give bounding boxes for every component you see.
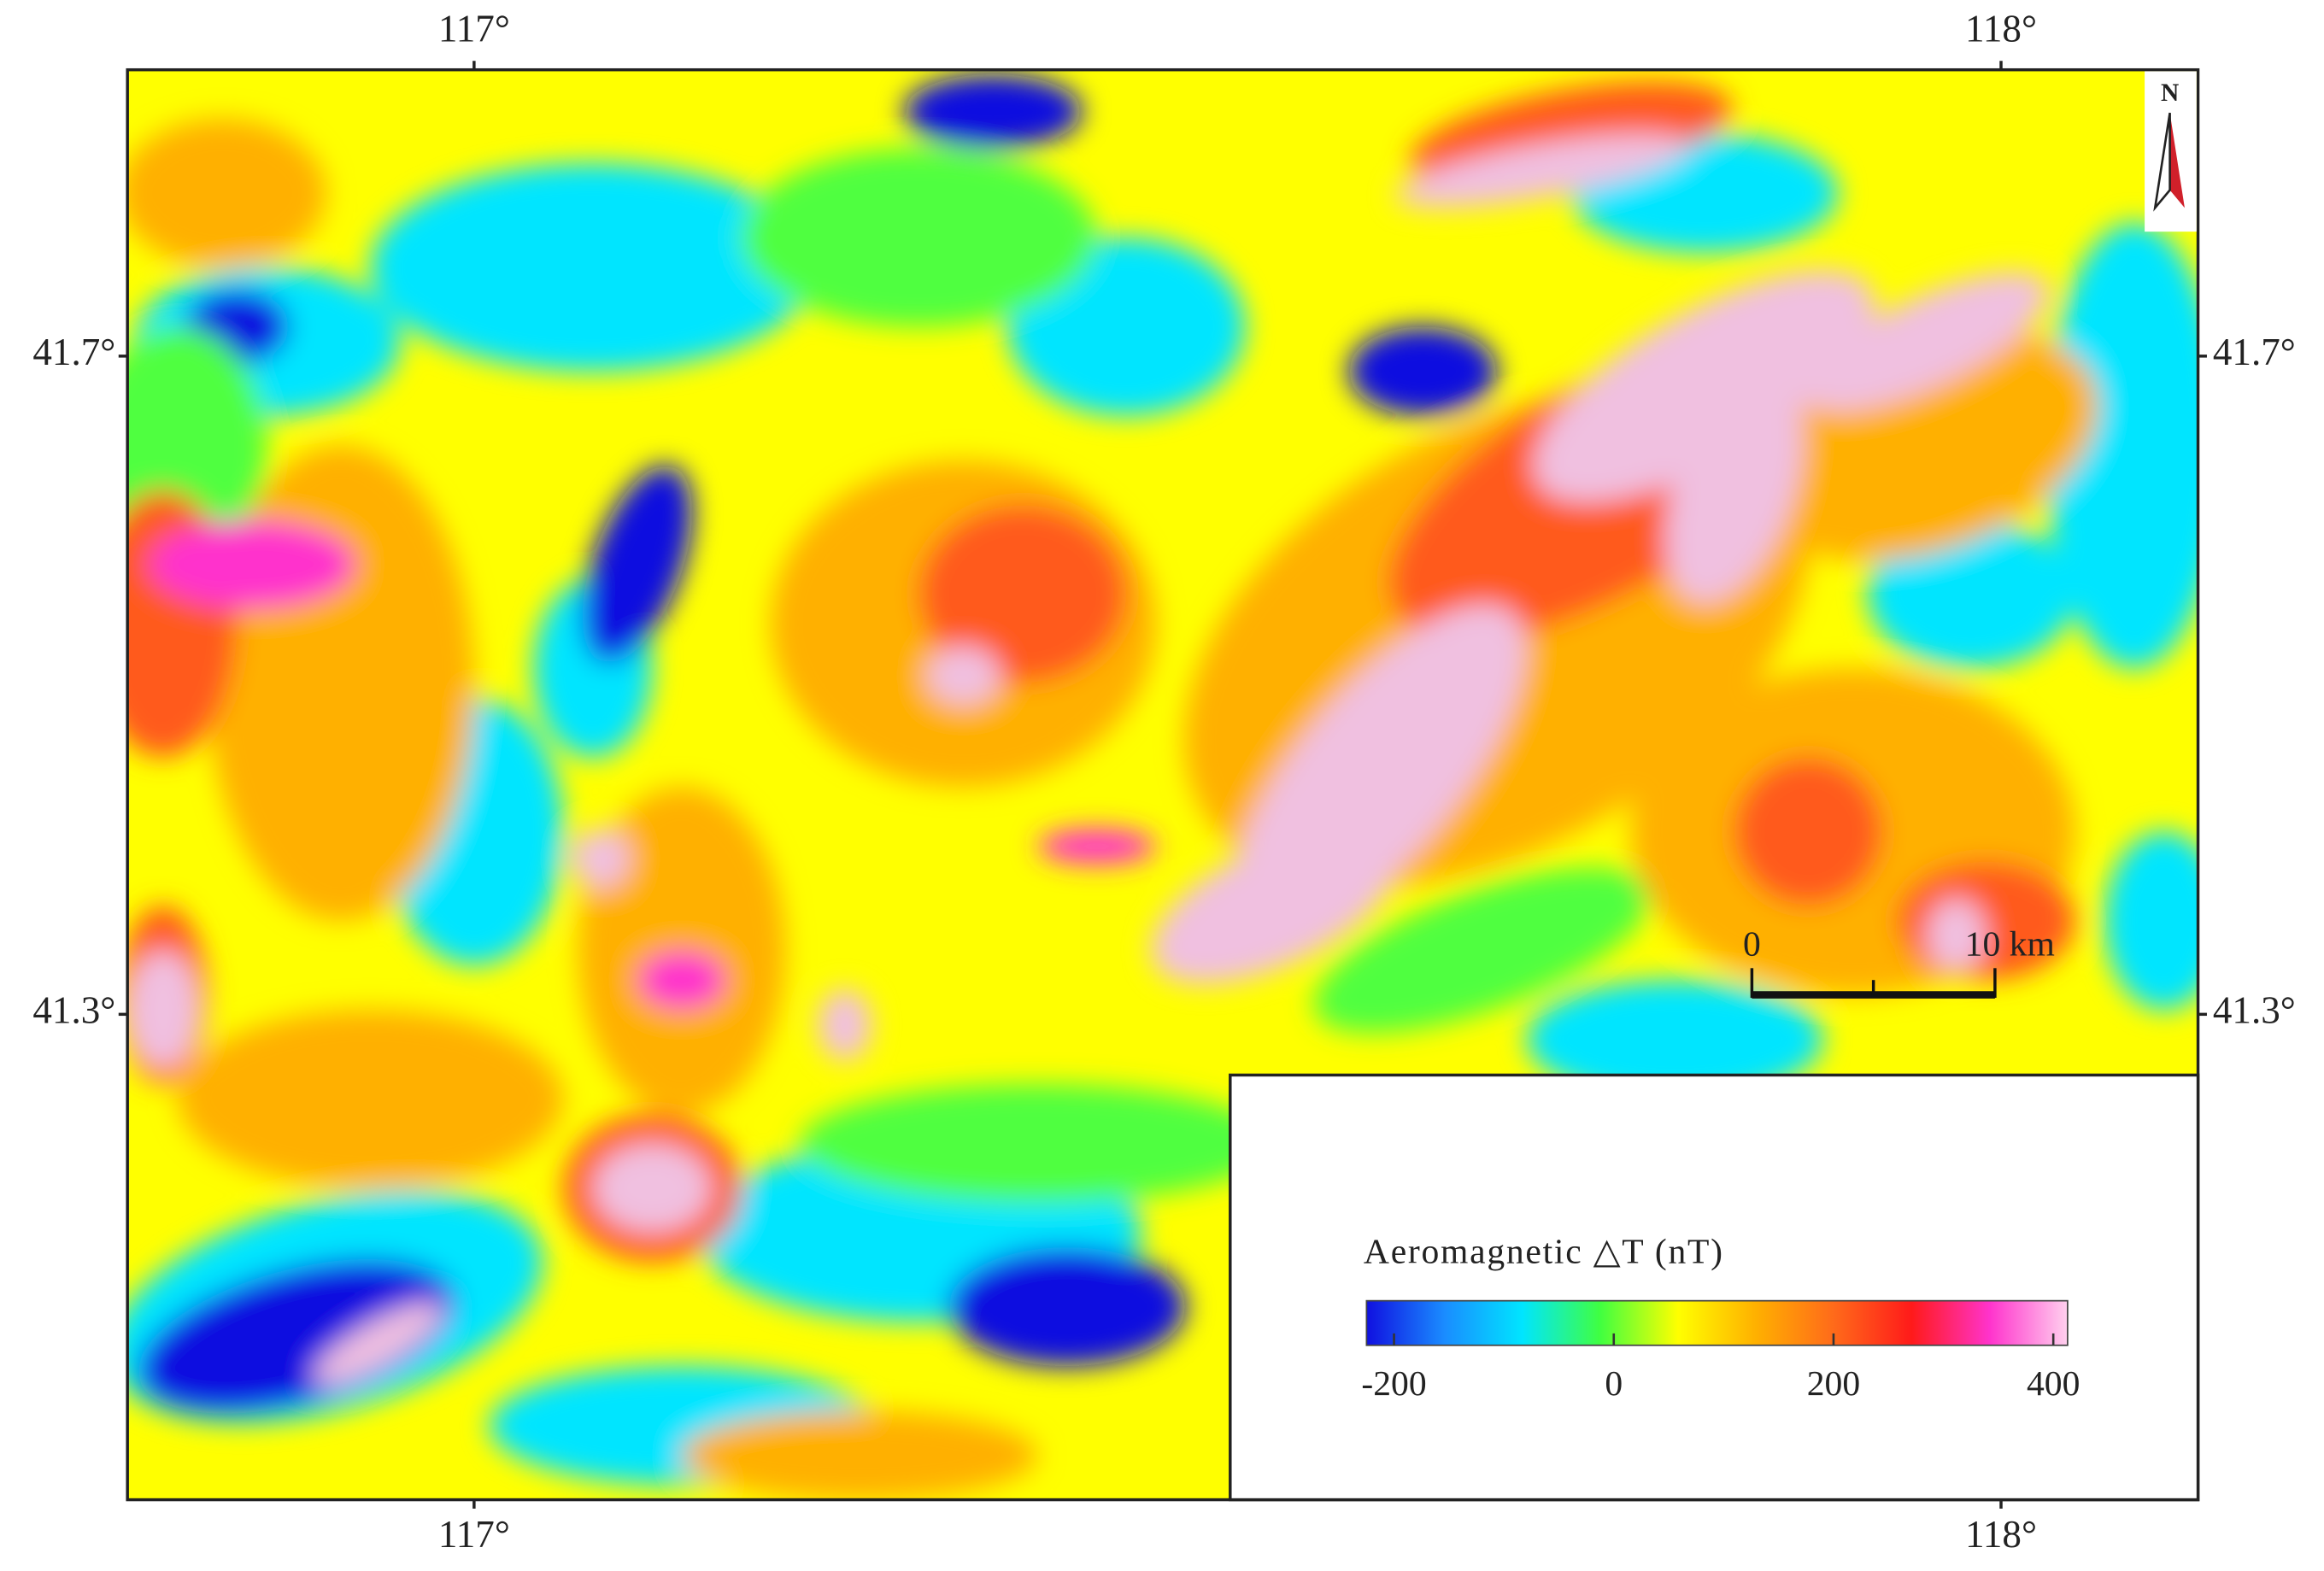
anomaly-patch (313, 1302, 443, 1386)
scale-bar: 0 10 km (1743, 924, 2055, 999)
colorbar-tick-label: 400 (2027, 1364, 2080, 1404)
anomaly-patch (148, 519, 356, 609)
lon-label: 118° (1965, 8, 2037, 50)
colorbar-tick-label: 0 (1605, 1364, 1623, 1404)
anomaly-patch (1927, 898, 1987, 973)
anomaly-patch (818, 988, 872, 1061)
anomaly-patch (1526, 980, 1823, 1099)
anomaly-patch (637, 950, 726, 1010)
anomaly-patch (570, 828, 631, 888)
anomaly-patch (1664, 376, 1804, 604)
anomaly-patch (1867, 519, 2075, 669)
anomaly-patch (800, 1083, 1275, 1203)
lon-label: 117° (438, 8, 510, 50)
anomaly-patch (178, 1009, 564, 1188)
anomaly-patch (370, 163, 816, 372)
anomaly-patch (926, 646, 1001, 706)
lon-label: 118° (1965, 1513, 2037, 1556)
anomaly-patch (207, 445, 475, 921)
anomaly-map (127, 69, 2198, 1500)
legend-box (1229, 1073, 2200, 1502)
legend-title: Aeromagnetic △T (nT) (1364, 1232, 1724, 1271)
anomaly-patch (1734, 757, 1883, 906)
anomaly-patch (127, 119, 326, 267)
anomaly-patch (918, 504, 1127, 683)
colorbar (1365, 1299, 2069, 1346)
anomaly-patch (1151, 827, 1399, 984)
anomaly-patch (1804, 272, 2050, 412)
anomaly-patch (1533, 270, 1875, 502)
anomaly-patch (1037, 828, 1157, 865)
anomaly-patch (1395, 133, 1688, 208)
scale-label: 0 (1743, 924, 1761, 964)
anomaly-patch (681, 1410, 1038, 1500)
colorbar-tick-label: 200 (1807, 1364, 1860, 1404)
lat-label: 41.7° (32, 331, 115, 373)
north-arrow-left (2153, 112, 2171, 212)
anomaly-patch (1313, 867, 1651, 1034)
anomaly-patch (138, 1259, 455, 1414)
lat-label: 41.3° (2213, 989, 2296, 1032)
anomaly-patch (127, 950, 201, 1070)
map-frame (126, 67, 2200, 1502)
colorbar-tick-label: -200 (1361, 1364, 1426, 1404)
anomaly-patch (582, 465, 693, 664)
anomaly-patch (741, 148, 1097, 327)
anomaly-patch (2045, 222, 2198, 669)
anomaly-patch (592, 1143, 712, 1233)
scale-label: 10 km (1965, 924, 2055, 964)
anomaly-patch (578, 787, 786, 1114)
anomaly-patch (2104, 831, 2198, 1010)
north-arrow: N (2145, 71, 2197, 232)
lat-label: 41.7° (2213, 331, 2296, 373)
legend: Aeromagnetic △T (nT) (1229, 1073, 2200, 1502)
anomaly-patch (948, 1247, 1186, 1367)
anomaly-patch (904, 73, 1083, 149)
north-label: N (2161, 79, 2179, 107)
lon-label: 117° (438, 1513, 510, 1556)
anomaly-field (127, 73, 2198, 1500)
lat-label: 41.3° (32, 989, 115, 1032)
north-arrow-right (2169, 113, 2185, 208)
anomaly-patch (1348, 326, 1498, 416)
